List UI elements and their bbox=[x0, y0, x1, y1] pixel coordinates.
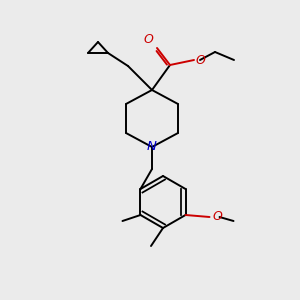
Text: O: O bbox=[143, 33, 153, 46]
Text: O: O bbox=[195, 53, 205, 67]
Text: O: O bbox=[212, 211, 222, 224]
Text: N: N bbox=[147, 140, 157, 154]
